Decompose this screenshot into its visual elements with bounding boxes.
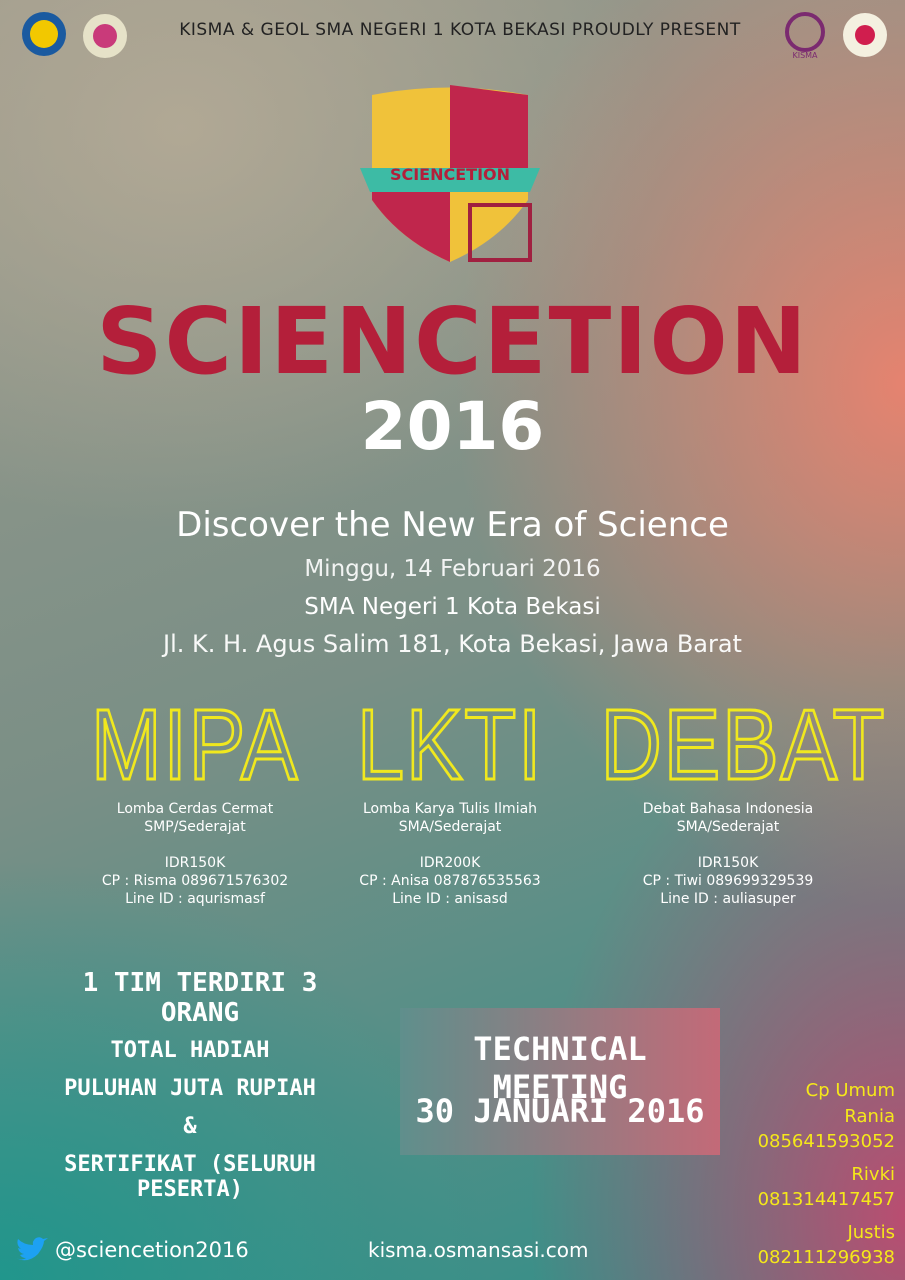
contact-heading: Cp Umum: [805, 1080, 895, 1101]
contact-name: Rivki: [851, 1164, 895, 1185]
competition-fee: IDR200K: [419, 855, 481, 871]
competition-fee: IDR150K: [164, 855, 226, 871]
website: kisma.osmansasi.com: [368, 1238, 589, 1262]
tagline: Discover the New Era of Science: [176, 505, 729, 545]
competition-level: SMP/Sederajat: [144, 819, 246, 835]
emblem-quarter: [450, 85, 528, 172]
title: SCIENCETION: [96, 288, 809, 395]
test-tubes: [468, 203, 532, 262]
competition: LKTI Lomba Karya Tulis Ilmiah SMA/Sederaja…: [300, 689, 600, 908]
team-note: 1 TIM TERDIRI 3 ORANG: [82, 968, 318, 1028]
competition-description: Debat Bahasa Indonesia: [642, 801, 814, 817]
competition-level: SMA/Sederajat: [398, 819, 502, 835]
contact-phone: 085641593052: [757, 1131, 895, 1152]
contact-name: Rania: [844, 1106, 895, 1127]
presenter: KISMA & GEOL SMA NEGERI 1 KOTA BEKASI PR…: [179, 20, 741, 40]
address: Jl. K. H. Agus Salim 181, Kota Bekasi, J…: [163, 630, 742, 658]
contact-phone: 082111296938: [757, 1247, 895, 1268]
logo-tutwuri-inner: [30, 20, 58, 48]
competition-level: SMA/Sederajat: [676, 819, 780, 835]
twitter-handle: @sciencetion2016: [55, 1238, 249, 1262]
emblem-banner-text: SCIENCETION: [390, 165, 510, 184]
logo-geol-inner: [855, 25, 875, 45]
competition-line: Line ID : auliasuper: [660, 891, 796, 907]
competition-contact: CP : Risma 089671576302: [101, 873, 289, 889]
competition-name: MIPA: [90, 689, 300, 802]
prize-line: SERTIFIKAT (SELURUH PESERTA): [64, 1152, 316, 1202]
competition-fee: IDR150K: [697, 855, 759, 871]
venue: SMA Negeri 1 Kota Bekasi: [304, 594, 601, 620]
competition-line: Line ID : aqurismasf: [125, 891, 265, 907]
competition: MIPA Lomba Cerdas Cermat SMP/Sederajat IDR1…: [45, 689, 345, 908]
logo-gof-inner: [93, 24, 117, 48]
competition: DEBAT Debat Bahasa Indonesia SMA/Sederajat…: [578, 689, 887, 908]
prize-line: PULUHAN JUTA RUPIAH: [64, 1076, 316, 1101]
tm-title: TECHNICAL MEETING: [473, 1030, 647, 1106]
competition-description: Lomba Cerdas Cermat: [116, 801, 274, 817]
competition-name: LKTI: [356, 689, 544, 802]
logo-kisma: [785, 12, 825, 52]
event-date: Minggu, 14 Februari 2016: [304, 556, 601, 582]
logo-kisma-label: KISMA: [792, 51, 818, 60]
competition-description: Lomba Karya Tulis Ilmiah: [362, 801, 538, 817]
twitter-icon: [16, 1237, 48, 1261]
technical-meeting: TECHNICAL MEETING 30 JANUARI 2016: [400, 1008, 720, 1155]
prize-line: TOTAL HADIAH: [110, 1038, 270, 1063]
logos: KISMA SCIENCETION: [22, 12, 887, 262]
spacer: [578, 836, 878, 854]
tm-date: 30 JANUARI 2016: [415, 1092, 705, 1130]
spacer: [300, 836, 600, 854]
contact-phone: 081314417457: [757, 1189, 895, 1210]
competition-line: Line ID : anisasd: [392, 891, 508, 907]
emblem-banner: [360, 168, 540, 192]
year: 2016: [360, 388, 545, 465]
competition-name: DEBAT: [599, 689, 887, 802]
prize-line: &: [183, 1114, 197, 1139]
contact-name: Justis: [847, 1222, 895, 1243]
emblem-quarter: [372, 192, 450, 262]
competition-contact: CP : Tiwi 089699329539: [642, 873, 814, 889]
competition-contact: CP : Anisa 087876535563: [359, 873, 541, 889]
